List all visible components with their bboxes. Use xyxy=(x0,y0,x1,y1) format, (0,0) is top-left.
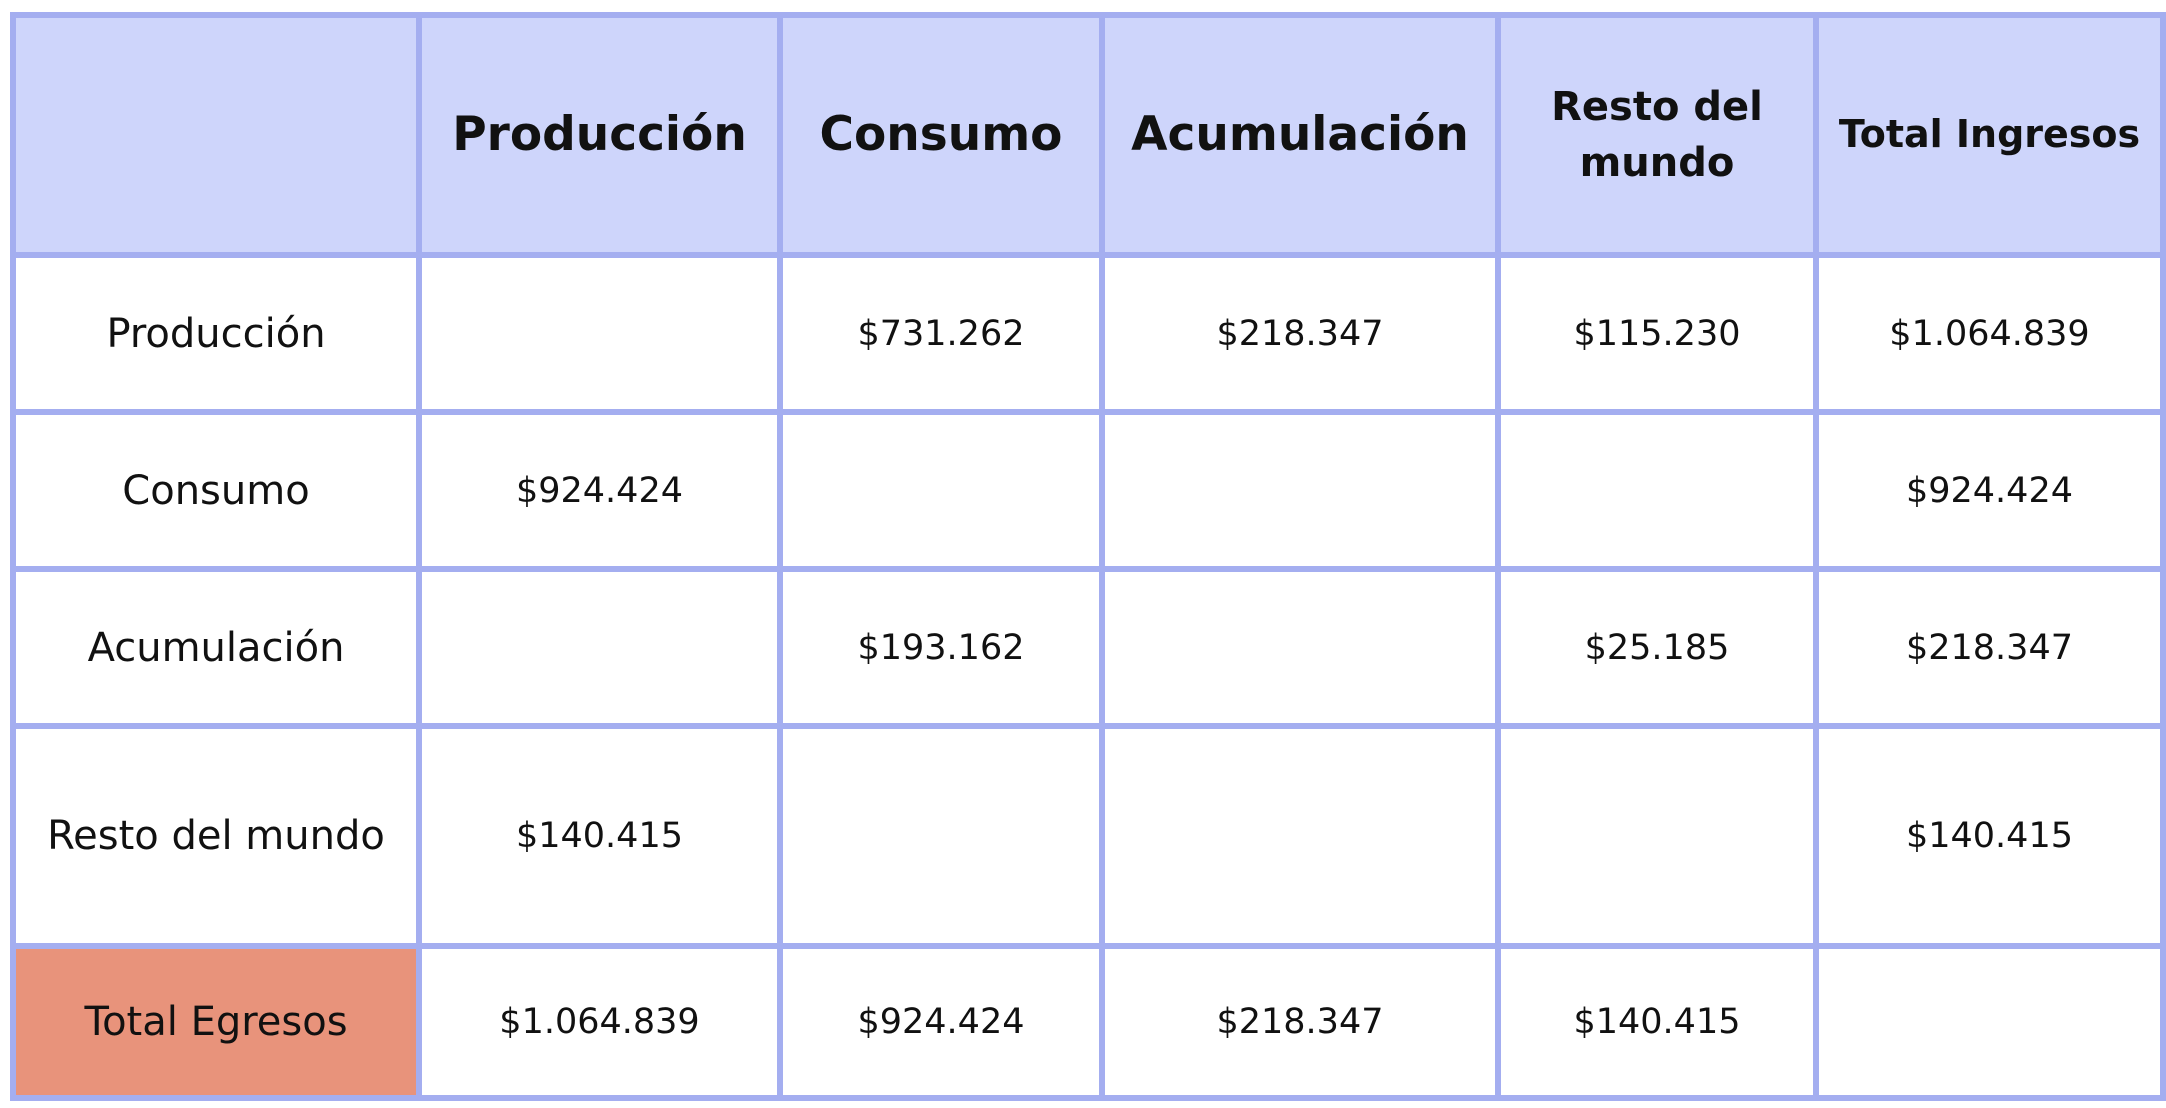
table-cell xyxy=(777,409,1105,572)
table-row-consumo: Consumo $924.424 $924.424 xyxy=(10,409,2166,572)
table-cell: $924.424 xyxy=(1813,409,2166,572)
table-cell: $218.347 xyxy=(1099,943,1501,1101)
row-label-produccion: Producción xyxy=(10,252,422,415)
table-cell: $140.415 xyxy=(416,723,783,949)
column-header-acumulacion: Acumulación xyxy=(1099,12,1501,258)
row-label-resto-del-mundo: Resto del mundo xyxy=(10,723,422,949)
column-header-produccion: Producción xyxy=(416,12,783,258)
table-cell xyxy=(1495,723,1819,949)
table-cell: $924.424 xyxy=(416,409,783,572)
social-accounting-matrix-table: Producción Consumo Acumulación Resto del… xyxy=(10,12,2166,1101)
table-cell xyxy=(1099,566,1501,729)
table-cell: $731.262 xyxy=(777,252,1105,415)
row-label-total-egresos: Total Egresos xyxy=(10,943,422,1101)
table-cell: $1.064.839 xyxy=(416,943,783,1101)
table-cell xyxy=(777,723,1105,949)
row-label-consumo: Consumo xyxy=(10,409,422,572)
table-row-total-egresos: Total Egresos $1.064.839 $924.424 $218.3… xyxy=(10,943,2166,1101)
table-cell: $25.185 xyxy=(1495,566,1819,729)
table-cell: $140.415 xyxy=(1813,723,2166,949)
table-cell xyxy=(1099,723,1501,949)
column-header-resto-del-mundo: Resto del mundo xyxy=(1495,12,1819,258)
table-cell: $140.415 xyxy=(1495,943,1819,1101)
row-label-acumulacion: Acumulación xyxy=(10,566,422,729)
table-row-produccion: Producción $731.262 $218.347 $115.230 $1… xyxy=(10,252,2166,415)
table-cell: $218.347 xyxy=(1813,566,2166,729)
corner-header-cell xyxy=(10,12,422,258)
table-cell: $193.162 xyxy=(777,566,1105,729)
header-row: Producción Consumo Acumulación Resto del… xyxy=(10,12,2166,258)
table-cell: $218.347 xyxy=(1099,252,1501,415)
table-cell xyxy=(416,566,783,729)
table-cell: $115.230 xyxy=(1495,252,1819,415)
table-cell: $1.064.839 xyxy=(1813,252,2166,415)
table-cell xyxy=(1099,409,1501,572)
table-row-acumulacion: Acumulación $193.162 $25.185 $218.347 xyxy=(10,566,2166,729)
column-header-consumo: Consumo xyxy=(777,12,1105,258)
table-cell xyxy=(416,252,783,415)
table-row-resto-del-mundo: Resto del mundo $140.415 $140.415 xyxy=(10,723,2166,949)
table-cell xyxy=(1813,943,2166,1101)
column-header-total-ingresos: Total Ingresos xyxy=(1813,12,2166,258)
table-cell: $924.424 xyxy=(777,943,1105,1101)
table-cell xyxy=(1495,409,1819,572)
